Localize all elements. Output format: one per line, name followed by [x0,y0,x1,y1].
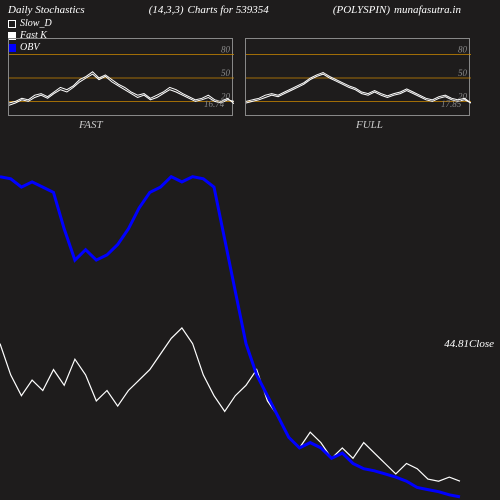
close-label: 44.81Close [444,338,494,350]
main-chart-svg [0,135,500,500]
svg-text:80: 80 [458,45,468,55]
svg-text:50: 50 [221,68,231,78]
symbol-text: (POLYSPIN) [333,4,390,16]
charts-for-text: Charts for 539354 [188,4,269,16]
params-text: (14,3,3) [149,4,184,16]
close-value: 44.81 [444,338,469,350]
main-chart [0,135,500,500]
sub-chart-full: 20508017.85 FULL [245,38,470,116]
source-text: munafasutra.in [394,4,461,16]
svg-text:17.85: 17.85 [441,99,462,109]
svg-text:80: 80 [221,45,231,55]
svg-text:50: 50 [458,68,468,78]
legend-marker-outline [8,20,16,28]
sub-chart-full-svg: 20508017.85 [246,39,471,117]
legend-label: Slow_D [20,18,52,30]
title-text: Daily Stochastics [8,4,85,16]
sub-chart-fast-label: FAST [79,119,103,131]
legend-slow-d: Slow_D [8,18,52,30]
close-text: Close [469,338,494,350]
sub-chart-full-label: FULL [356,119,383,131]
sub-chart-fast: 20508016.74 FAST [8,38,233,116]
chart-header: Daily Stochastics (14,3,3) Charts for 53… [0,0,500,20]
sub-chart-fast-svg: 20508016.74 [9,39,234,117]
svg-text:16.74: 16.74 [204,99,225,109]
